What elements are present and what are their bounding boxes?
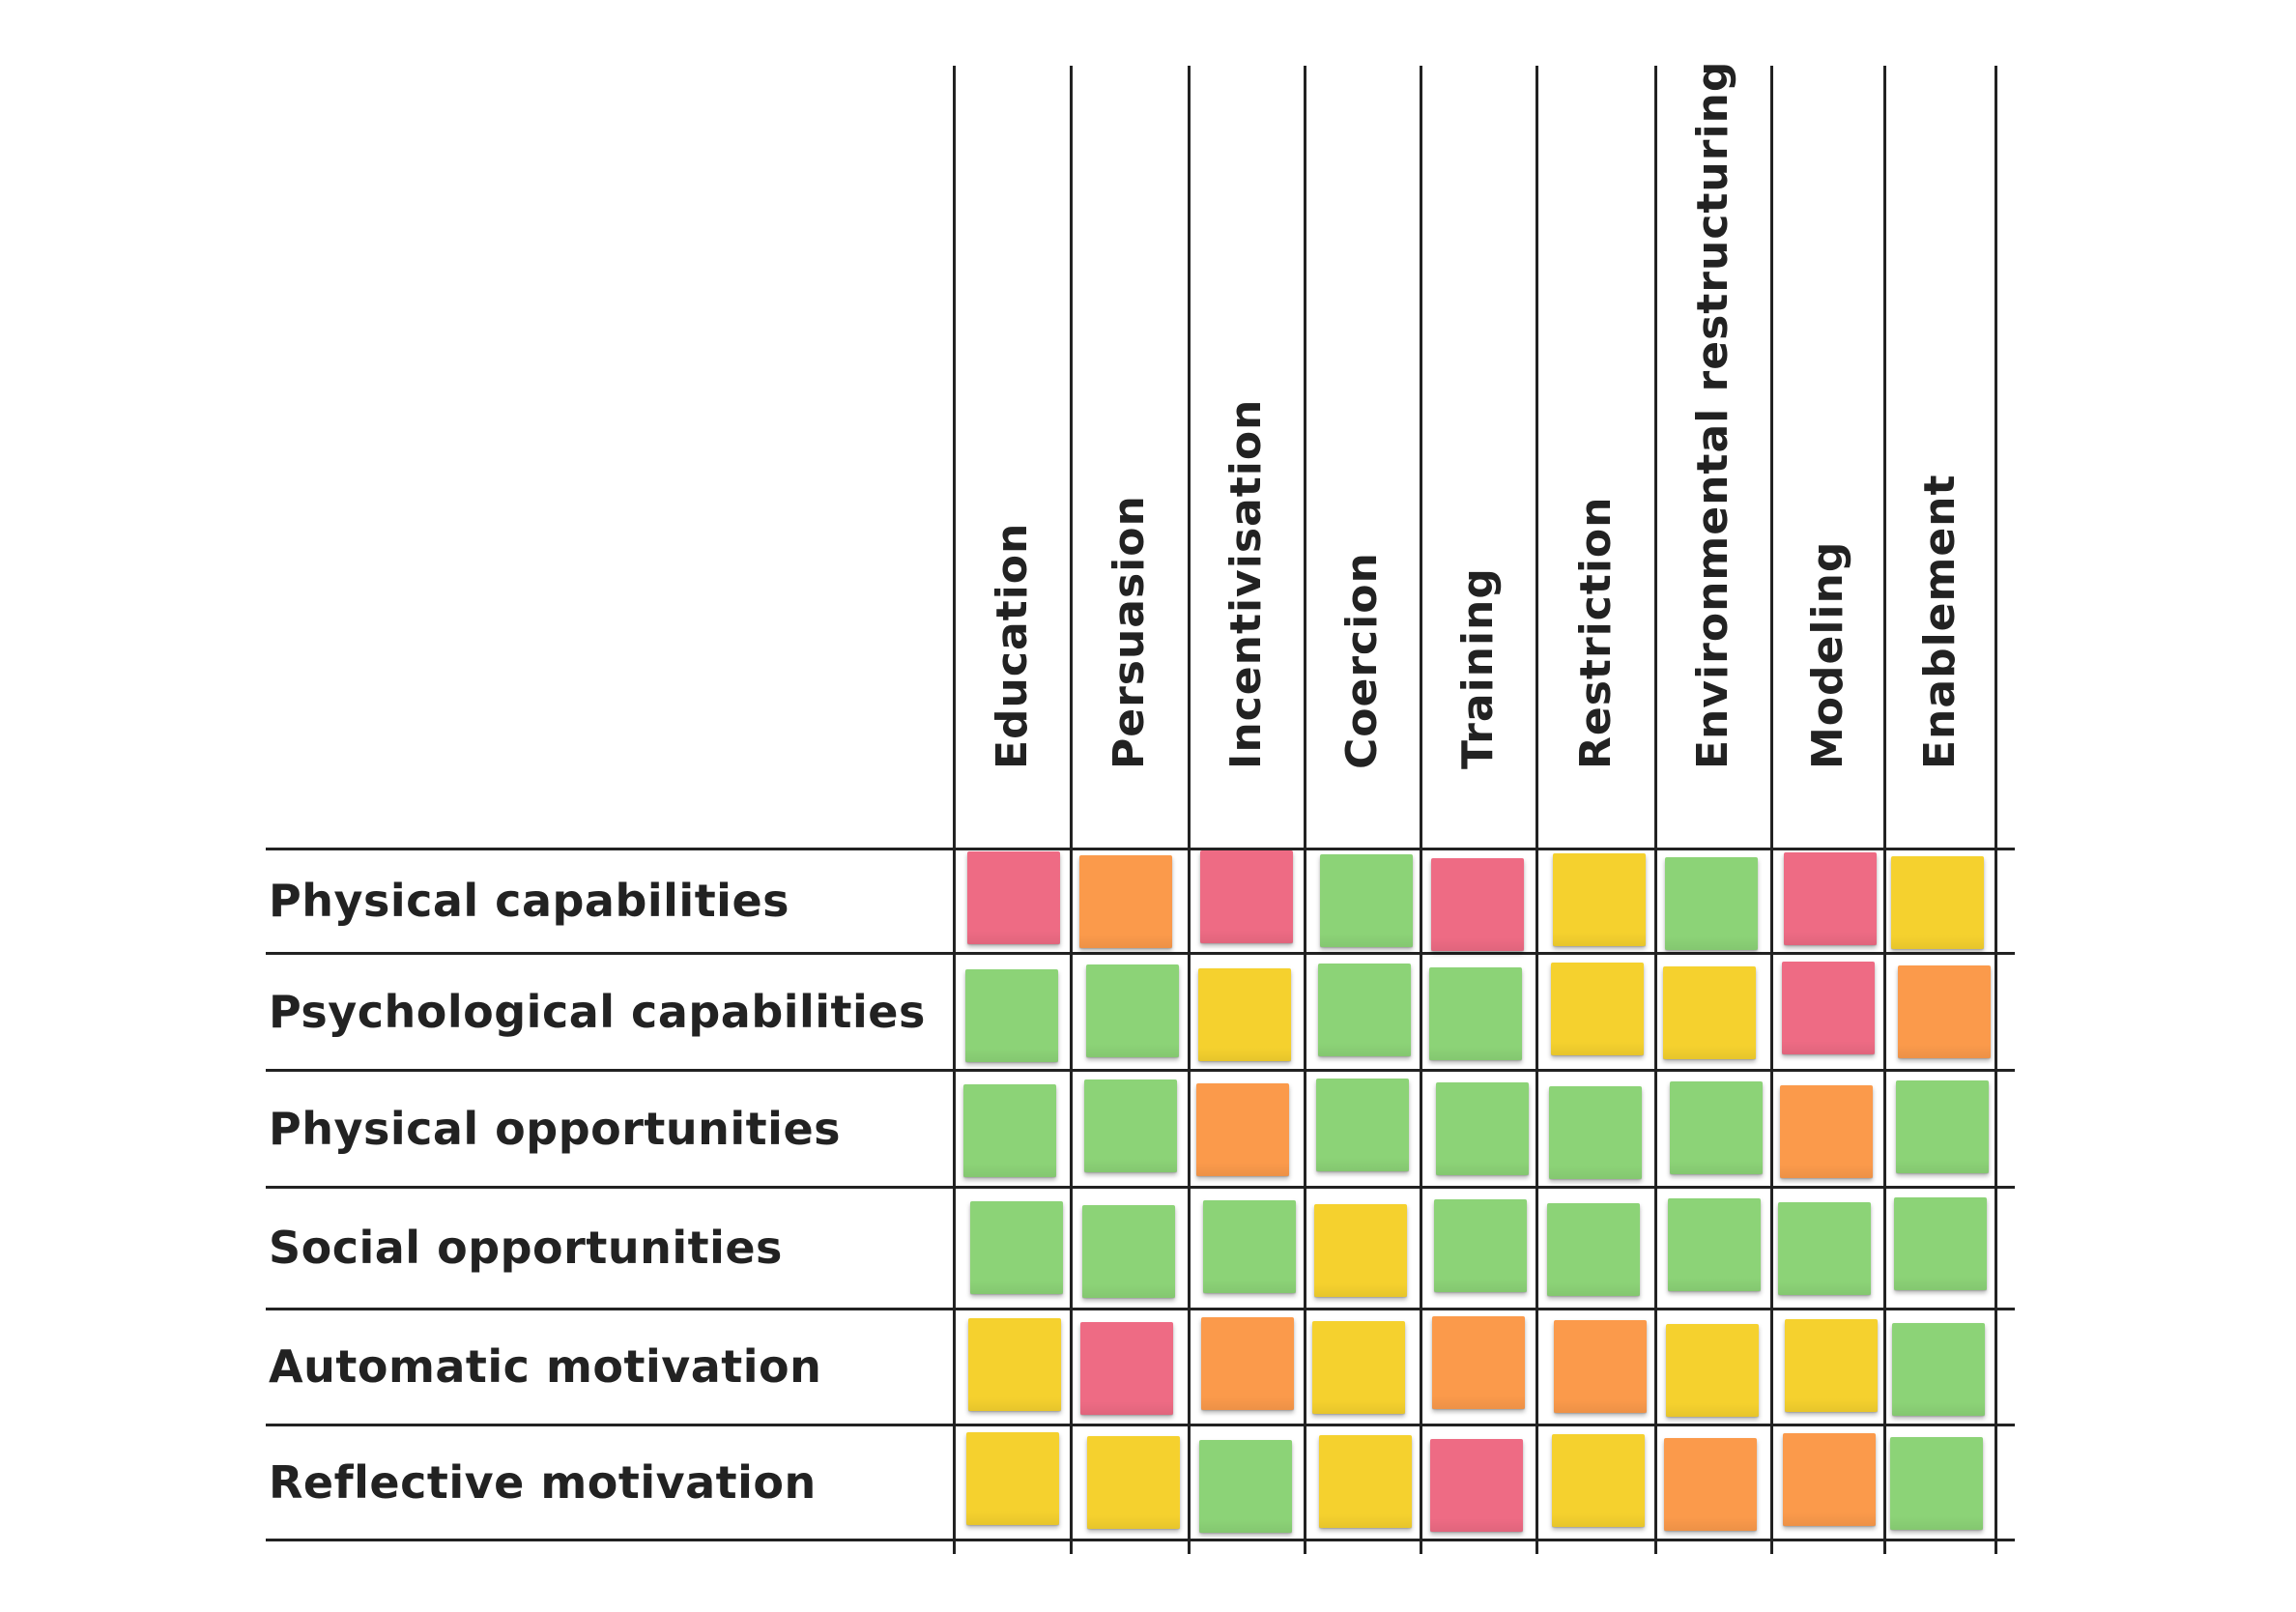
rating-note-green[interactable] [1668, 1198, 1761, 1291]
rating-note-orange[interactable] [1664, 1437, 1757, 1531]
rating-note-green[interactable] [1893, 1197, 1987, 1290]
column-header-label: Training [1453, 567, 1503, 769]
row-label: Social opportunities [269, 1222, 783, 1274]
rating-note-orange[interactable] [1196, 1082, 1289, 1176]
row-label: Physical capabilities [269, 875, 790, 927]
rating-note-red[interactable] [1781, 961, 1875, 1054]
rating-note-green[interactable] [1320, 854, 1413, 947]
rating-note-orange[interactable] [1079, 855, 1172, 948]
rating-note-green[interactable] [1203, 1200, 1296, 1293]
row-divider [266, 952, 2015, 955]
rating-note-green[interactable] [1546, 1203, 1640, 1296]
column-header-label: Modeling [1802, 540, 1852, 769]
rating-note-yellow[interactable] [1314, 1204, 1407, 1297]
rating-note-yellow[interactable] [965, 1431, 1059, 1525]
column-header-label: Education [987, 522, 1037, 769]
column-header: Restriction [1538, 87, 1654, 812]
row-divider [266, 1308, 2015, 1310]
column-divider [1070, 66, 1073, 1554]
column-divider [1654, 66, 1657, 1554]
rating-note-green[interactable] [1318, 963, 1411, 1056]
rating-note-red[interactable] [966, 851, 1060, 944]
row-divider [266, 1069, 2015, 1072]
column-header: Incentivisation [1189, 87, 1305, 812]
rating-note-green[interactable] [1316, 1078, 1409, 1171]
row-label: Reflective motivation [269, 1455, 817, 1509]
rating-note-yellow[interactable] [1663, 965, 1756, 1059]
rating-note-green[interactable] [969, 1201, 1063, 1294]
column-header: Training [1421, 87, 1536, 812]
row-divider [266, 848, 2015, 850]
rating-note-green[interactable] [1429, 966, 1522, 1060]
rating-note-yellow[interactable] [1198, 967, 1291, 1061]
rating-note-red[interactable] [1430, 1438, 1523, 1532]
column-header: Coercion [1305, 87, 1421, 812]
column-header-label: Restriction [1570, 496, 1621, 769]
rating-note-red[interactable] [1200, 850, 1293, 943]
column-header: Environmental restructuring [1655, 61, 1771, 812]
rating-note-yellow[interactable] [1784, 1319, 1878, 1412]
column-header-label: Enablement [1914, 474, 1965, 769]
column-header-label: Coercion [1337, 552, 1387, 769]
rating-note-red[interactable] [1783, 852, 1877, 945]
row-divider [266, 1539, 2015, 1541]
row-label: Physical opportunities [269, 1102, 842, 1155]
column-header: Education [955, 87, 1071, 812]
rating-note-green[interactable] [964, 968, 1058, 1062]
row-label: Psychological capabilities [269, 985, 926, 1038]
rating-note-yellow[interactable] [1319, 1434, 1412, 1528]
column-header: Enablement [1882, 87, 1998, 812]
rating-note-green[interactable] [1670, 1080, 1763, 1174]
column-divider [1883, 66, 1886, 1554]
column-header: Modeling [1770, 87, 1886, 812]
rating-note-yellow[interactable] [1312, 1321, 1405, 1414]
rating-note-green[interactable] [1548, 1085, 1642, 1179]
rating-note-yellow[interactable] [1087, 1435, 1180, 1529]
rating-note-yellow[interactable] [1550, 962, 1644, 1055]
rating-note-green[interactable] [1434, 1199, 1527, 1292]
rating-note-orange[interactable] [1553, 1320, 1647, 1413]
column-divider [1770, 66, 1773, 1554]
rating-note-yellow[interactable] [1551, 1433, 1645, 1527]
rating-note-red[interactable] [1080, 1322, 1173, 1415]
column-divider [953, 66, 956, 1554]
column-divider [1304, 66, 1306, 1554]
column-header-label: Persuasion [1105, 495, 1154, 769]
rating-note-orange[interactable] [1782, 1432, 1876, 1526]
rating-note-green[interactable] [1436, 1081, 1529, 1175]
rating-note-yellow[interactable] [1552, 853, 1646, 946]
column-divider [1995, 66, 1997, 1554]
rating-note-orange[interactable] [1897, 964, 1991, 1058]
rating-note-green[interactable] [1086, 964, 1179, 1057]
row-divider [266, 1424, 2015, 1426]
rating-note-yellow[interactable] [1666, 1324, 1759, 1417]
rating-note-green[interactable] [1777, 1202, 1871, 1295]
rating-note-red[interactable] [1431, 858, 1524, 951]
rating-note-yellow[interactable] [967, 1318, 1061, 1411]
column-divider [1188, 66, 1191, 1554]
column-divider [1535, 66, 1538, 1554]
rating-note-green[interactable] [962, 1083, 1056, 1177]
row-label: Automatic motivation [269, 1340, 822, 1393]
rating-note-orange[interactable] [1432, 1316, 1525, 1409]
rating-note-orange[interactable] [1779, 1084, 1873, 1178]
rating-note-yellow[interactable] [1890, 856, 1984, 949]
column-header: Persuasion [1072, 87, 1188, 812]
rating-note-green[interactable] [1891, 1323, 1985, 1416]
rating-note-green[interactable] [1082, 1205, 1175, 1298]
rating-note-green[interactable] [1895, 1079, 1989, 1173]
rating-note-orange[interactable] [1201, 1317, 1294, 1410]
rating-note-green[interactable] [1889, 1436, 1983, 1530]
column-header-label: Environmental restructuring [1688, 60, 1737, 769]
rating-note-green[interactable] [1199, 1439, 1292, 1533]
column-divider [1420, 66, 1422, 1554]
rating-note-green[interactable] [1665, 857, 1758, 950]
column-header-label: Incentivisation [1221, 398, 1271, 769]
rating-note-green[interactable] [1084, 1079, 1177, 1172]
row-divider [266, 1186, 2015, 1189]
